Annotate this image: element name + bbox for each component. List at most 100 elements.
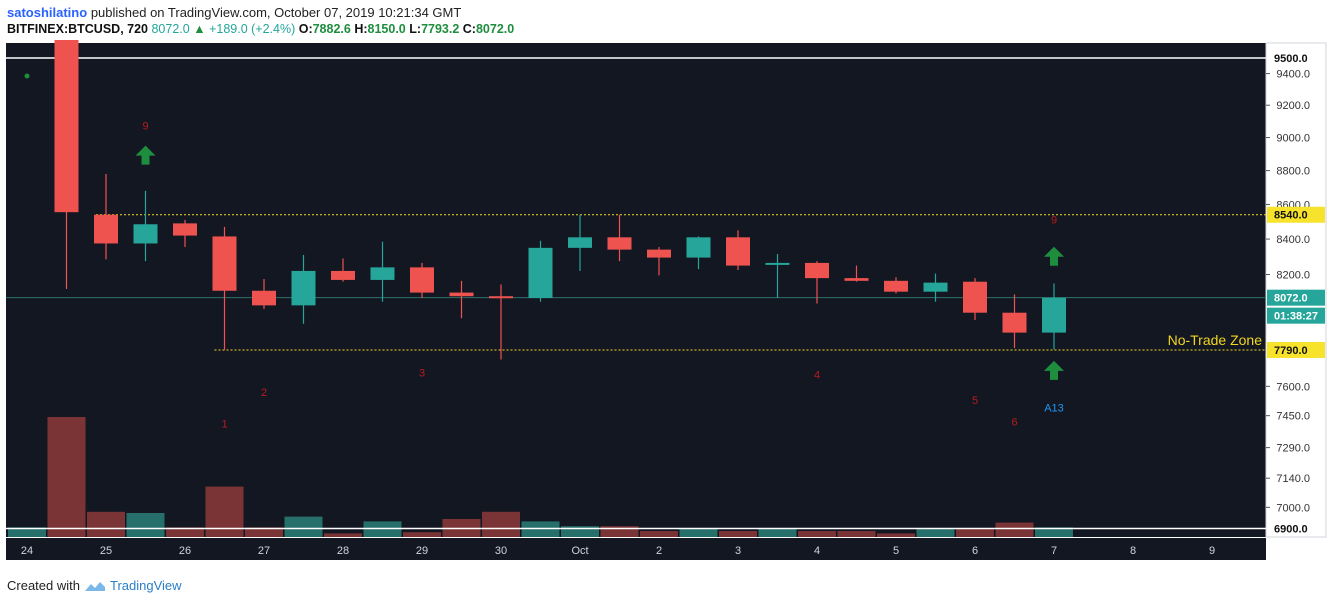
volume-bar bbox=[8, 527, 46, 537]
volume-bar bbox=[640, 531, 678, 537]
td-count-label: 6 bbox=[1011, 417, 1017, 429]
high-label: H: bbox=[354, 22, 368, 36]
volume-bar bbox=[995, 522, 1034, 537]
candle-body bbox=[923, 282, 948, 292]
symbol-label: BITFINEX:BTCUSD, 720 bbox=[7, 22, 148, 36]
volume-bar bbox=[877, 533, 915, 537]
price-badge bbox=[1267, 342, 1325, 358]
up-triangle-icon: ▲ bbox=[193, 22, 206, 36]
price-badge bbox=[1267, 307, 1325, 324]
y-tick-label: 9400.0 bbox=[1276, 69, 1310, 81]
volume-bar bbox=[916, 528, 955, 537]
up-arrow-icon bbox=[1044, 360, 1064, 380]
td-count-label: 9 bbox=[142, 120, 148, 132]
y-tick-label: 8200.0 bbox=[1276, 270, 1310, 282]
volume-bar bbox=[719, 531, 757, 537]
x-tick-label: 9 bbox=[1209, 545, 1215, 557]
candle-body bbox=[1002, 312, 1027, 333]
td-count-label: 9 bbox=[1051, 214, 1057, 226]
up-arrow-icon bbox=[1044, 246, 1064, 266]
candle-body bbox=[884, 280, 908, 292]
candle-body bbox=[54, 40, 79, 213]
low-value: 7793.2 bbox=[421, 22, 460, 36]
td-count-label: 1 bbox=[221, 419, 227, 431]
volume-bar bbox=[679, 528, 718, 537]
x-tick-label: 2 bbox=[656, 545, 662, 557]
tradingview-brand[interactable]: TradingView bbox=[109, 578, 182, 593]
candle-body bbox=[133, 224, 158, 244]
x-tick-label: 4 bbox=[814, 545, 820, 557]
volume-bar bbox=[284, 516, 323, 537]
author-name[interactable]: satoshilatino bbox=[7, 5, 88, 20]
volume-bar bbox=[758, 528, 797, 537]
candle-body bbox=[686, 237, 711, 258]
price-badge-label: 7790.0 bbox=[1274, 345, 1308, 357]
candle-body bbox=[805, 262, 829, 279]
created-with-label: Created with bbox=[7, 578, 80, 593]
volume-bar bbox=[87, 511, 125, 537]
td-count-label: 5 bbox=[972, 395, 978, 407]
y-tick-label: 8800.0 bbox=[1276, 166, 1310, 178]
candle-body bbox=[607, 237, 632, 250]
indicator-dot bbox=[24, 73, 30, 79]
candle-body bbox=[331, 270, 355, 280]
price-badge-label: 6900.0 bbox=[1274, 524, 1308, 536]
volume-bar bbox=[1035, 527, 1073, 537]
y-tick-label: 9200.0 bbox=[1276, 100, 1310, 112]
volume-bar bbox=[482, 511, 520, 537]
x-tick-label: 3 bbox=[735, 545, 741, 557]
x-tick-label: 6 bbox=[972, 545, 978, 557]
x-tick-label: 26 bbox=[179, 545, 191, 557]
publish-line: satoshilatino published on TradingView.c… bbox=[7, 5, 461, 20]
x-tick-label: 24 bbox=[21, 545, 33, 557]
volume-bar bbox=[324, 533, 362, 537]
volume-bar bbox=[47, 417, 86, 537]
candle-body bbox=[647, 249, 671, 258]
up-arrow-icon bbox=[135, 145, 156, 165]
price-badge bbox=[1267, 520, 1325, 537]
candle-body bbox=[568, 237, 592, 248]
price-change: +189.0 (+2.4%) bbox=[209, 22, 296, 36]
candle-body bbox=[94, 214, 118, 244]
y-tick-label: 7600.0 bbox=[1276, 381, 1310, 393]
x-tick-label: 30 bbox=[495, 545, 507, 557]
candle-body bbox=[410, 267, 434, 293]
candle-body bbox=[1042, 297, 1066, 333]
x-tick-label: 27 bbox=[258, 545, 270, 557]
x-tick-label: 7 bbox=[1051, 545, 1057, 557]
candle-body bbox=[252, 290, 276, 306]
y-tick-label: 7290.0 bbox=[1276, 443, 1310, 455]
open-value: 7882.6 bbox=[312, 22, 351, 36]
publish-info: published on TradingView.com, October 07… bbox=[90, 5, 462, 20]
candle-body bbox=[291, 270, 316, 306]
volume-bar bbox=[561, 526, 599, 537]
td-count-label: 4 bbox=[814, 370, 820, 382]
x-tick-label: 8 bbox=[1130, 545, 1136, 557]
candle-body bbox=[449, 292, 474, 297]
marker-label: A13 bbox=[1044, 403, 1064, 415]
price-badge-label: 8540.0 bbox=[1274, 210, 1308, 222]
volume-bar bbox=[837, 531, 876, 537]
y-tick-label: 7140.0 bbox=[1276, 473, 1310, 485]
high-value: 8150.0 bbox=[367, 22, 406, 36]
volume-bar bbox=[245, 527, 283, 537]
candle-body bbox=[726, 237, 750, 266]
candle-body bbox=[844, 278, 869, 281]
price-badge bbox=[1267, 50, 1325, 66]
price-chart[interactable]: 1 2 3 4 5 6 9 9 A13 No-Trade Zone 9400.0 9200.0 9000… bbox=[0, 40, 1330, 568]
volume-bar bbox=[798, 531, 836, 537]
candle-body bbox=[212, 236, 237, 291]
plot-area bbox=[6, 43, 1266, 537]
footer: Created with TradingView bbox=[7, 578, 182, 593]
volume-bar bbox=[166, 527, 204, 537]
td-count-label: 3 bbox=[419, 368, 425, 380]
last-price: 8072.0 bbox=[151, 22, 190, 36]
candle-body bbox=[370, 267, 395, 280]
x-tick-label: 25 bbox=[100, 545, 112, 557]
time-axis bbox=[6, 538, 1266, 560]
candle-body bbox=[963, 281, 987, 313]
x-tick-label: 29 bbox=[416, 545, 428, 557]
price-badge-label: 8072.0 bbox=[1274, 293, 1308, 305]
td-count-label: 2 bbox=[261, 387, 267, 399]
y-tick-label: 7450.0 bbox=[1276, 411, 1310, 423]
